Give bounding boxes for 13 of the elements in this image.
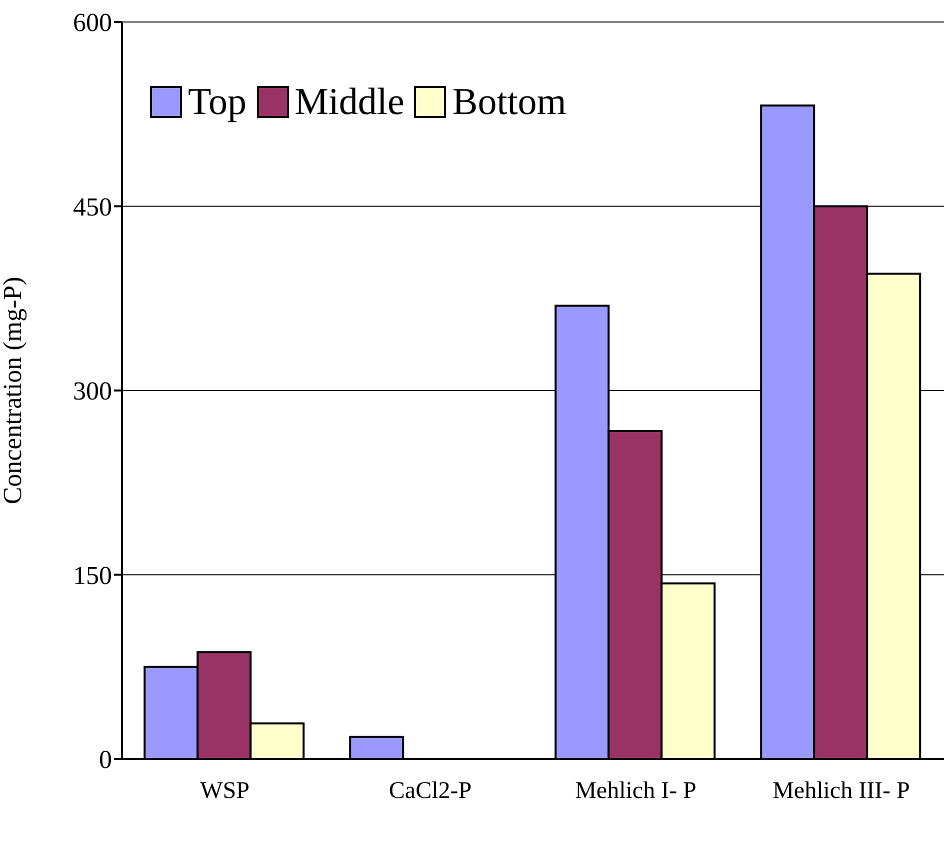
x-tick-label: CaCl2-P: [388, 778, 472, 804]
y-tick-label: 300: [73, 376, 112, 406]
y-tick-label: 600: [73, 8, 112, 38]
y-axis-title: Concentration (mg-P): [0, 276, 28, 504]
legend-label: Middle: [294, 80, 404, 124]
x-tick-label: Mehlich I- P: [575, 778, 696, 804]
y-tick-label: 0: [99, 745, 112, 774]
legend-label: Top: [188, 80, 247, 124]
y-tick-label: 450: [73, 192, 112, 222]
x-tick-label: WSP: [200, 778, 250, 804]
legend-label: Bottom: [452, 80, 566, 124]
y-tick-label: 150: [73, 560, 112, 590]
x-tick-label: Mehlich III- P: [772, 778, 910, 804]
